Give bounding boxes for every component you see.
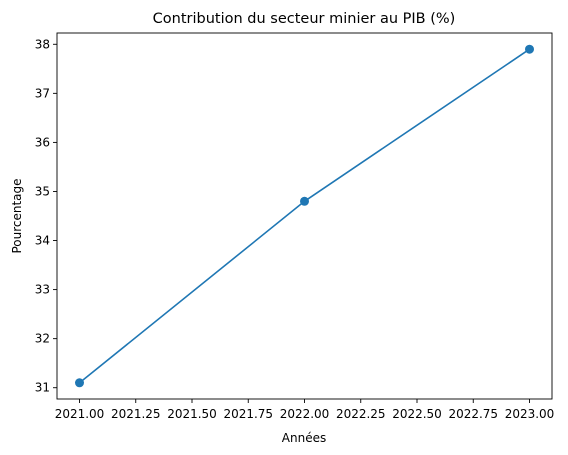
x-axis-title: Années: [282, 431, 326, 445]
y-tick-label: 36: [35, 135, 50, 149]
x-tick-label: 2021.75: [223, 407, 273, 421]
y-tick-label: 34: [35, 234, 50, 248]
x-tick-label: 2023.00: [505, 407, 555, 421]
plot-area: [57, 33, 552, 399]
y-axis: 31 32 33 34 35 36 37 38: [35, 37, 57, 395]
y-axis-title: Pourcentage: [10, 178, 24, 253]
chart-title: Contribution du secteur minier au PIB (%…: [153, 11, 456, 27]
y-tick-label: 31: [35, 381, 50, 395]
x-tick-label: 2021.25: [111, 407, 161, 421]
data-point: [75, 378, 84, 388]
x-tick-label: 2022.50: [392, 407, 442, 421]
y-tick-label: 32: [35, 332, 50, 346]
y-tick-label: 35: [35, 184, 50, 198]
plot-frame: [56, 32, 553, 400]
x-tick-label: 2022.75: [448, 407, 498, 421]
x-axis: 2021.00 2021.25 2021.50 2021.75 2022.00 2022.…: [55, 399, 555, 421]
y-tick-label: 38: [35, 37, 50, 51]
y-tick-label: 33: [35, 283, 50, 297]
data-point: [300, 196, 309, 206]
data-point: [525, 44, 534, 54]
series-group: [75, 44, 534, 388]
x-tick-label: 2021.00: [55, 407, 105, 421]
x-tick-label: 2022.25: [336, 407, 386, 421]
x-tick-label: 2022.00: [280, 407, 330, 421]
x-tick-label: 2021.50: [167, 407, 217, 421]
y-tick-label: 37: [35, 86, 50, 100]
